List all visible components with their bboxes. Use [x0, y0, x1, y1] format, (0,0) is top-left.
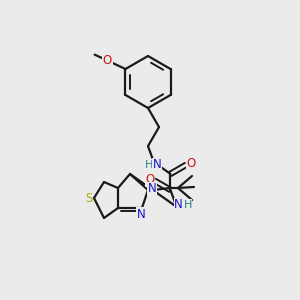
Text: O: O [145, 173, 154, 186]
Text: N: N [152, 158, 161, 171]
Text: S: S [85, 191, 93, 205]
Text: H: H [145, 160, 153, 170]
Text: O: O [103, 54, 112, 67]
Text: H: H [183, 200, 192, 210]
Text: N: N [148, 182, 156, 196]
Text: O: O [186, 158, 196, 170]
Text: N: N [136, 208, 146, 220]
Text: N: N [174, 198, 183, 211]
